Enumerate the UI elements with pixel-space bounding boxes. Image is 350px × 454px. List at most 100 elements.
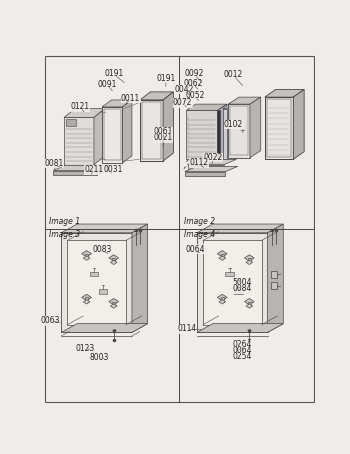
Polygon shape xyxy=(109,298,119,305)
Polygon shape xyxy=(197,233,267,332)
Text: 0052: 0052 xyxy=(186,91,205,100)
Polygon shape xyxy=(66,119,76,126)
Text: Image 1: Image 1 xyxy=(49,217,80,227)
Polygon shape xyxy=(186,104,227,110)
Polygon shape xyxy=(197,324,283,332)
Polygon shape xyxy=(221,254,224,258)
Polygon shape xyxy=(83,300,90,304)
Polygon shape xyxy=(246,260,253,265)
Text: 0011: 0011 xyxy=(121,94,140,103)
Text: Image 3: Image 3 xyxy=(49,230,80,239)
Polygon shape xyxy=(188,159,236,165)
Polygon shape xyxy=(219,300,226,304)
Text: 5004: 5004 xyxy=(232,278,252,287)
Polygon shape xyxy=(83,256,90,260)
Polygon shape xyxy=(186,110,217,159)
Text: 0112: 0112 xyxy=(189,158,209,168)
Text: 0121: 0121 xyxy=(71,103,90,111)
Polygon shape xyxy=(94,109,105,165)
Polygon shape xyxy=(244,298,254,305)
Polygon shape xyxy=(188,165,224,169)
Polygon shape xyxy=(248,258,251,262)
Polygon shape xyxy=(217,251,227,257)
Text: 0072: 0072 xyxy=(173,98,192,107)
Polygon shape xyxy=(85,254,88,258)
Polygon shape xyxy=(82,251,91,257)
Text: 0102: 0102 xyxy=(224,120,243,129)
Polygon shape xyxy=(217,110,219,159)
Polygon shape xyxy=(244,255,254,261)
Bar xyxy=(271,271,277,278)
Text: 0083: 0083 xyxy=(92,245,112,254)
Polygon shape xyxy=(99,289,107,294)
Polygon shape xyxy=(102,107,122,163)
Text: 0012: 0012 xyxy=(224,70,243,79)
Polygon shape xyxy=(61,324,148,332)
Polygon shape xyxy=(246,304,253,308)
Text: 0191: 0191 xyxy=(156,74,175,84)
Text: 0031: 0031 xyxy=(103,165,122,174)
Polygon shape xyxy=(248,301,251,306)
Polygon shape xyxy=(122,100,132,163)
Text: 0092: 0092 xyxy=(184,69,204,78)
Polygon shape xyxy=(221,297,224,302)
Text: Image 4: Image 4 xyxy=(184,230,215,239)
Polygon shape xyxy=(217,294,227,301)
Polygon shape xyxy=(140,100,163,161)
Text: 0114: 0114 xyxy=(177,325,197,333)
Text: 0061: 0061 xyxy=(153,127,173,136)
Text: 0042: 0042 xyxy=(174,85,194,94)
Polygon shape xyxy=(223,109,227,159)
Polygon shape xyxy=(293,89,304,159)
Polygon shape xyxy=(112,301,115,306)
Bar xyxy=(271,281,277,289)
Polygon shape xyxy=(61,224,148,233)
Text: 0064: 0064 xyxy=(186,245,205,254)
Polygon shape xyxy=(225,271,234,276)
Text: 0064: 0064 xyxy=(232,346,252,355)
Text: 0123: 0123 xyxy=(75,344,94,353)
Polygon shape xyxy=(85,297,88,302)
Polygon shape xyxy=(228,104,250,158)
Text: Image 2: Image 2 xyxy=(184,217,215,227)
Text: 0211: 0211 xyxy=(84,165,104,174)
Text: 0084: 0084 xyxy=(232,284,251,293)
Text: 0081: 0081 xyxy=(44,159,64,168)
Polygon shape xyxy=(110,304,117,308)
Text: 0254: 0254 xyxy=(232,352,251,361)
Polygon shape xyxy=(140,92,173,100)
Text: 0022: 0022 xyxy=(204,153,223,162)
Polygon shape xyxy=(217,104,227,159)
Polygon shape xyxy=(250,97,261,158)
Polygon shape xyxy=(53,165,109,171)
Polygon shape xyxy=(109,255,119,261)
Polygon shape xyxy=(223,104,234,109)
Text: 0191: 0191 xyxy=(105,69,124,78)
Polygon shape xyxy=(53,171,97,175)
Text: 0091: 0091 xyxy=(98,80,117,89)
Polygon shape xyxy=(61,233,132,332)
Polygon shape xyxy=(228,97,261,104)
Text: 0021: 0021 xyxy=(153,133,173,142)
Polygon shape xyxy=(64,109,105,118)
Polygon shape xyxy=(234,289,243,294)
Text: 0062: 0062 xyxy=(184,79,203,88)
Polygon shape xyxy=(185,172,225,176)
Polygon shape xyxy=(185,166,238,172)
Polygon shape xyxy=(97,165,109,175)
Text: 0063: 0063 xyxy=(41,316,60,326)
Polygon shape xyxy=(203,241,261,325)
Polygon shape xyxy=(82,294,91,301)
Text: +: + xyxy=(239,128,245,134)
Polygon shape xyxy=(163,92,173,161)
Polygon shape xyxy=(112,258,115,262)
Polygon shape xyxy=(267,224,283,332)
Polygon shape xyxy=(110,260,117,265)
Text: 0264: 0264 xyxy=(232,340,251,349)
Polygon shape xyxy=(265,97,293,159)
Polygon shape xyxy=(197,224,283,233)
Polygon shape xyxy=(132,224,148,332)
Polygon shape xyxy=(67,241,126,325)
Polygon shape xyxy=(265,89,304,97)
Polygon shape xyxy=(90,271,98,276)
